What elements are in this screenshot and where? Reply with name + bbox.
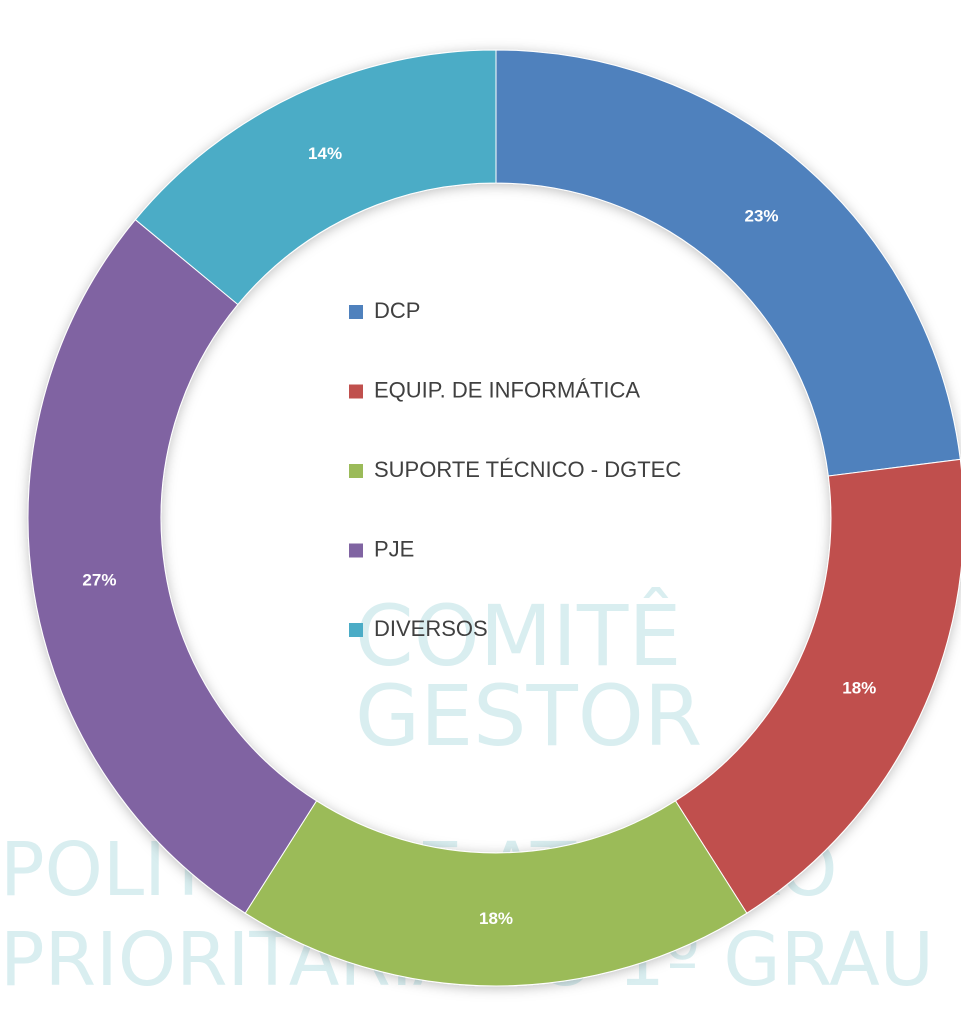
legend-swatch (349, 305, 363, 319)
data-label: 14% (308, 144, 342, 163)
legend-label: DIVERSOS (374, 616, 488, 641)
watermark-text: COMITÊ (355, 587, 681, 685)
data-label: 27% (82, 570, 116, 589)
donut-segment (495, 49, 961, 477)
legend-label: PJE (374, 536, 414, 561)
legend-swatch (349, 543, 363, 558)
data-label: 18% (842, 678, 876, 697)
donut-segment (674, 458, 961, 914)
data-label: 18% (479, 909, 513, 928)
legend-label: DCP (374, 298, 420, 323)
donut-segment (244, 800, 748, 987)
data-labels: 23% 18% 18% 27% 14% (82, 144, 876, 928)
donut (27, 49, 961, 987)
legend-swatch (349, 464, 363, 478)
watermark-text: GESTOR (355, 667, 702, 765)
legend-label: EQUIP. DE INFORMÁTICA (374, 377, 640, 402)
legend: DCP EQUIP. DE INFORMÁTICA SUPORTE TÉCNICO … (349, 298, 681, 641)
donut-segment (27, 218, 318, 914)
legend-label: SUPORTE TÉCNICO - DGTEC (374, 457, 681, 482)
donut-segment (134, 49, 497, 306)
data-label: 23% (745, 206, 779, 225)
legend-swatch (349, 623, 363, 637)
legend-swatch (349, 384, 363, 399)
